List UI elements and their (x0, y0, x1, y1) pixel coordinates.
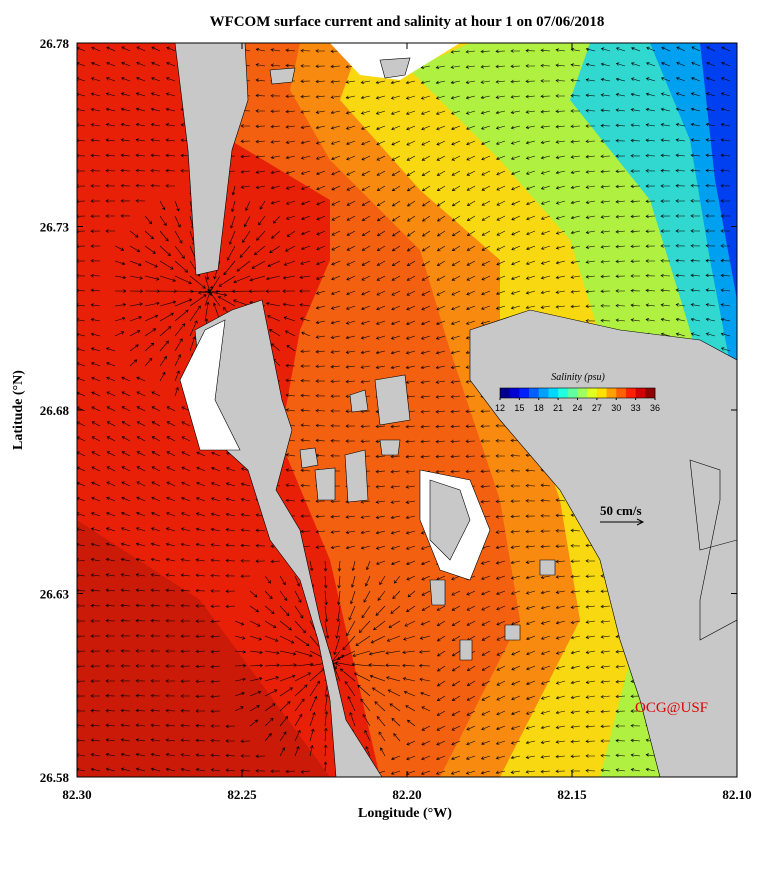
x-tick-label: 82.10 (722, 787, 751, 802)
colorbar-swatch (509, 388, 520, 398)
colorbar-tick-label: 33 (631, 403, 641, 413)
colorbar-swatch (529, 388, 540, 398)
credit: OCG@USF (635, 700, 708, 716)
colorbar-tick-label: 12 (495, 403, 505, 413)
colorbar-swatch (538, 388, 549, 398)
y-tick-label: 26.78 (40, 36, 70, 51)
colorbar-swatch (635, 388, 646, 398)
colorbar-tick-label: 30 (611, 403, 621, 413)
colorbar-swatch (548, 388, 559, 398)
colorbar-swatch (625, 388, 636, 398)
colorbar-swatch (587, 388, 598, 398)
colorbar-swatch (645, 388, 656, 398)
x-tick-label: 82.15 (557, 787, 587, 802)
x-tick-label: 82.25 (227, 787, 257, 802)
colorbar-tick-label: 24 (572, 403, 582, 413)
y-tick-label: 26.73 (40, 220, 70, 235)
colorbar-tick-label: 15 (514, 403, 524, 413)
colorbar-swatch (606, 388, 617, 398)
colorbar-label: Salinity (psu) (551, 372, 605, 383)
colorbar-tick-label: 27 (592, 403, 602, 413)
y-tick-label: 26.63 (40, 587, 70, 602)
chart-title: WFCOM surface current and salinity at ho… (210, 14, 605, 30)
colorbar-swatch (558, 388, 569, 398)
scale-label: 50 cm/s (600, 503, 642, 518)
colorbar-swatch (596, 388, 607, 398)
colorbar-swatch (500, 388, 510, 398)
colorbar-swatch (616, 388, 627, 398)
colorbar-swatch (567, 388, 578, 398)
colorbar-swatch (519, 388, 530, 398)
y-axis-label: Latitude (°N) (11, 370, 26, 450)
colorbar-tick-label: 21 (553, 403, 563, 413)
colorbar-tick-label: 18 (534, 403, 544, 413)
land (174, 43, 737, 777)
x-tick-label: 82.30 (62, 787, 91, 802)
y-tick-label: 26.58 (40, 770, 70, 785)
colorbar-swatch (577, 388, 588, 398)
colorbar-tick-label: 36 (650, 403, 660, 413)
x-tick-label: 82.20 (392, 787, 421, 802)
x-axis-label: Longitude (°W) (358, 806, 452, 821)
scale-arrowhead (636, 518, 645, 526)
y-tick-label: 26.68 (40, 403, 70, 418)
